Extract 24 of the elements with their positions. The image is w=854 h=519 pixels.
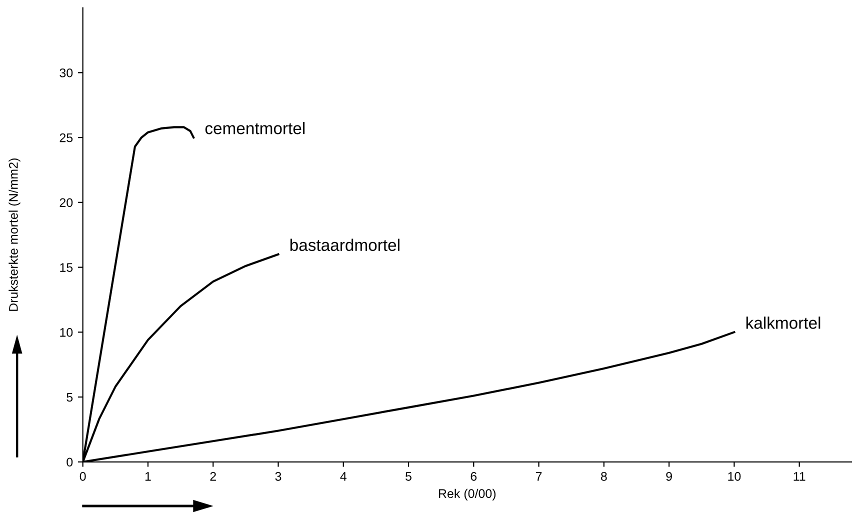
x-tick-label: 11 <box>794 472 806 481</box>
series-label: cementmortel <box>205 122 305 134</box>
y-tick-label: 15 <box>60 263 73 272</box>
y-tick-label: 5 <box>66 392 73 402</box>
x-tick-label: 4 <box>340 472 346 481</box>
series-label: kalkmortel <box>746 316 820 329</box>
x-tick-label: 9 <box>666 472 672 481</box>
x-tick-label: 8 <box>600 472 607 481</box>
series-label: bastaardmortel <box>290 238 400 252</box>
x-tick-label: 1 <box>145 472 151 481</box>
y-tick-label: 25 <box>60 133 73 142</box>
x-axis-title: Rek (0/00) <box>438 488 496 500</box>
x-tick-label: 7 <box>536 472 542 481</box>
x-tick-label: 5 <box>406 472 412 481</box>
x-tick-label: 2 <box>210 472 216 481</box>
y-tick-label: 30 <box>60 68 73 78</box>
y-tick-label: 20 <box>60 198 73 208</box>
x-tick-label: 3 <box>275 472 282 481</box>
y-axis-title: Druksterkte mortel (N/mm2) <box>8 158 20 311</box>
x-tick-label: 0 <box>80 472 86 481</box>
x-tick-label: 6 <box>470 472 477 481</box>
x-tick-label: 10 <box>728 472 741 481</box>
y-tick-label: 10 <box>60 328 73 337</box>
y-tick-label: 0 <box>66 458 73 467</box>
